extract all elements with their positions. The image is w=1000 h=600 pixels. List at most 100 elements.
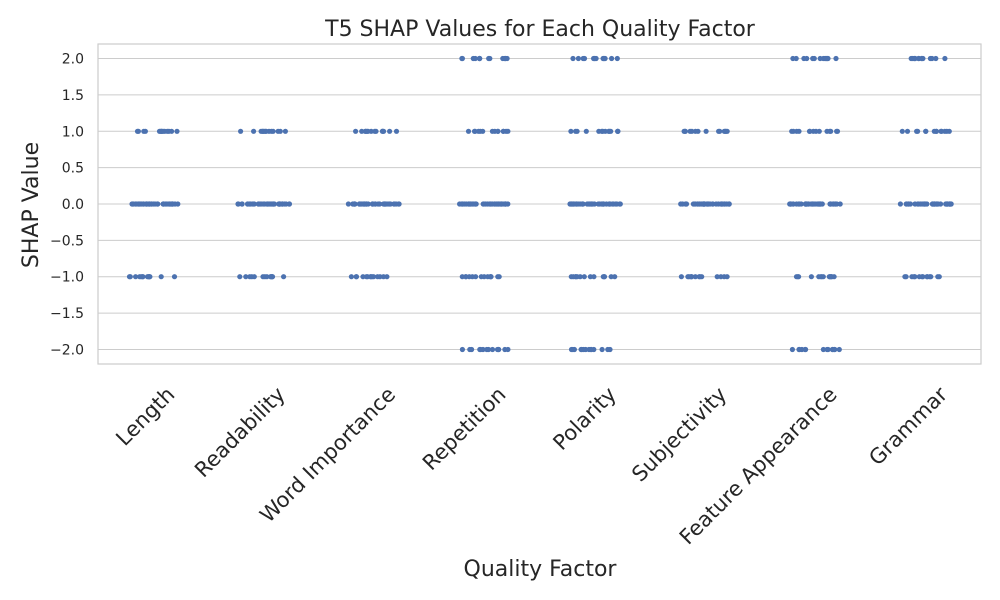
data-point [824,128,830,134]
data-point [137,274,143,280]
data-point [688,274,694,280]
x-axis-title: Quality Factor [464,557,618,582]
data-point [368,274,374,280]
data-point [588,346,594,353]
data-point [247,274,253,280]
data-point [816,201,822,207]
data-point [789,128,795,134]
data-point [387,201,394,207]
data-point [720,201,726,207]
data-point [574,128,580,134]
data-point [904,128,911,134]
data-point [724,274,730,280]
x-tick-label: Length [111,382,179,450]
data-point [692,128,699,134]
data-point [257,201,263,207]
data-point [268,128,274,134]
data-point [600,128,606,134]
data-point [396,201,402,207]
data-point [146,274,152,280]
data-point [807,128,813,134]
data-point [944,201,951,207]
data-point [587,201,593,207]
data-point [348,274,354,280]
data-point [580,55,586,62]
data-point [489,346,496,353]
data-point [796,201,802,207]
data-point [495,201,501,207]
data-point [803,201,809,207]
data-point [591,55,598,62]
chart-title: T5 SHAP Values for Each Quality Factor [324,17,756,42]
data-point [281,274,287,280]
data-point [801,55,807,62]
data-point [260,128,266,134]
data-point [602,55,608,62]
data-point [916,274,922,280]
data-point [478,274,484,280]
data-point [831,274,837,280]
data-point [724,128,730,134]
data-point [174,128,180,134]
data-point [129,201,135,207]
data-point [472,201,478,207]
data-point [938,128,944,134]
data-point [282,128,288,134]
y-tick-label: 0.0 [62,197,84,213]
data-point [489,128,495,134]
data-point [933,55,939,62]
data-point [788,201,794,207]
data-point [502,346,508,353]
data-point [919,55,925,62]
data-point [583,128,589,134]
data-point [481,201,487,207]
data-point [375,274,381,280]
data-point [579,201,585,207]
data-point [372,201,378,207]
data-point [899,128,905,134]
data-point [692,274,699,280]
data-point [726,201,732,207]
data-point [145,201,151,207]
data-point [897,201,904,207]
data-point [158,274,164,280]
plot-frame [97,43,982,365]
data-point [903,274,909,280]
data-point [171,274,178,280]
data-point [239,201,245,207]
data-point [467,346,473,353]
data-point [575,201,581,207]
data-point [142,128,148,134]
data-point [487,55,493,62]
data-point [904,201,910,207]
y-tick-label: −1.5 [50,306,84,322]
data-point [137,201,143,207]
data-point [570,346,576,353]
data-point [277,128,283,134]
data-point [703,128,709,134]
data-point [796,346,802,353]
data-point [286,201,292,207]
data-point [568,274,574,280]
data-point [235,201,241,207]
data-point [251,201,257,207]
data-point [817,55,823,62]
data-point [237,274,243,280]
data-point [473,274,479,280]
data-point [264,274,270,280]
x-tick-label: Subjectivity [627,382,731,486]
x-tick-label: Grammar [864,382,952,470]
data-point [135,128,141,134]
data-point [689,128,695,134]
data-point [790,55,796,62]
data-point [697,274,703,280]
data-point [500,128,506,134]
data-point [265,201,271,207]
data-point [826,274,832,280]
y-tick-label: 0.5 [62,161,84,177]
data-point [923,128,929,134]
data-point [680,201,686,207]
data-point [601,274,607,280]
data-point [575,55,582,62]
